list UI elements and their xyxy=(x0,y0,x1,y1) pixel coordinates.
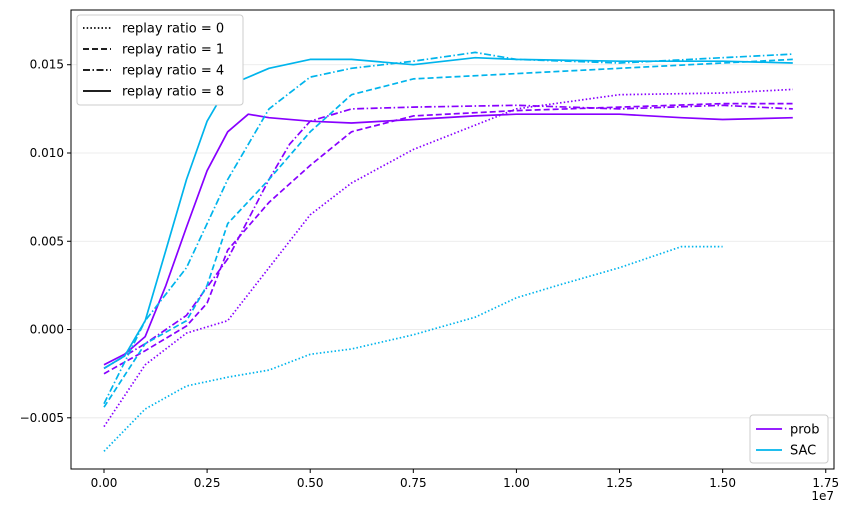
series-line-sac-rr4 xyxy=(103,51,793,405)
y-tick-label: 0.010 xyxy=(30,146,64,160)
y-tick-label: 0.005 xyxy=(30,234,64,248)
x-axis-offset-label: 1e7 xyxy=(811,489,834,503)
legend-label: replay ratio = 1 xyxy=(122,43,224,58)
y-axis: −0.005 0.000 0.005 0.010 0.015 xyxy=(20,58,71,425)
legend-label: replay ratio = 4 xyxy=(122,64,224,79)
plot-frame xyxy=(70,9,835,470)
legend-label: replay ratio = 8 xyxy=(122,85,224,100)
series-line-prob-rr0 xyxy=(103,88,793,428)
series-group xyxy=(103,51,793,452)
legend-label: prob xyxy=(790,423,820,438)
series-line-prob-rr4 xyxy=(103,104,793,370)
method-legend-frame xyxy=(749,414,829,464)
x-tick-label: 0.75 xyxy=(400,476,427,490)
x-tick-label: 0.00 xyxy=(91,476,118,490)
series-line-sac-rr0 xyxy=(103,245,723,452)
y-tick-label: −0.005 xyxy=(20,411,64,425)
legend-label: SAC xyxy=(790,444,816,459)
x-tick-label: 0.25 xyxy=(194,476,221,490)
y-tick-label: 0.000 xyxy=(30,323,64,337)
series-line-sac-rr8 xyxy=(103,56,793,370)
x-tick-label: 1.00 xyxy=(503,476,530,490)
method-legend: prob SAC xyxy=(749,414,829,464)
legend-label: replay ratio = 0 xyxy=(122,22,224,37)
y-tick-label: 0.015 xyxy=(30,58,64,72)
x-tick-label: 1.50 xyxy=(709,476,736,490)
series-line-sac-rr1 xyxy=(103,58,793,408)
series-line-prob-rr1 xyxy=(103,102,793,375)
x-tick-label: 1.75 xyxy=(812,476,839,490)
series-line-prob-rr8 xyxy=(103,113,793,366)
x-tick-label: 0.50 xyxy=(297,476,324,490)
linestyle-legend: replay ratio = 0 replay ratio = 1 replay r… xyxy=(76,14,244,106)
linestyle-legend-frame xyxy=(76,14,244,106)
x-tick-label: 1.25 xyxy=(606,476,633,490)
x-axis: 0.00 0.25 0.50 0.75 1.00 1.25 1.50 1.75 xyxy=(91,469,839,490)
